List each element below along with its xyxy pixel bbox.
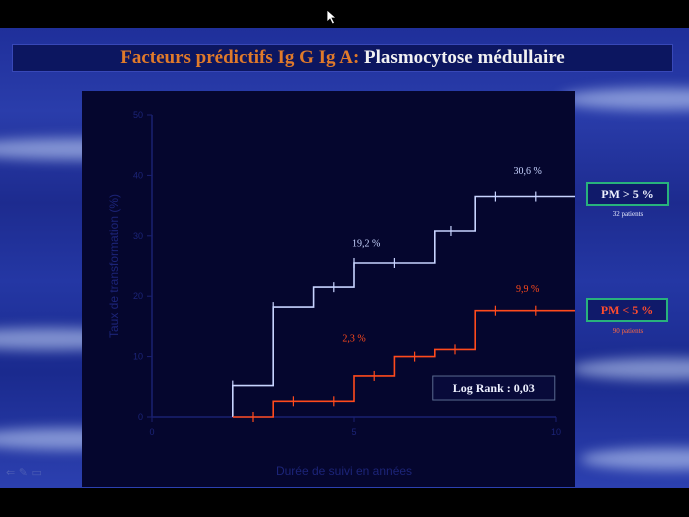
x-axis-label: Durée de suivi en années [276, 464, 412, 478]
y-tick-label: 50 [133, 110, 143, 120]
chart-panel [82, 91, 575, 487]
background-streak [570, 358, 689, 380]
x-tick-label: 5 [351, 427, 356, 437]
y-tick-label: 0 [138, 412, 143, 422]
log-rank-box [432, 375, 556, 401]
data-label: 19,2 % [352, 239, 380, 250]
legend-pm-high-count: 32 patients [612, 210, 644, 218]
slide-title: Facteurs prédictifs Ig G Ig A: Plasmocyt… [12, 44, 673, 72]
slide-menu-icon[interactable]: ▭ [31, 466, 42, 479]
x-tick-label: 10 [551, 427, 561, 437]
y-axis-label: Taux de transformation (%) [107, 194, 121, 338]
pen-icon[interactable]: ✎ [18, 466, 28, 479]
background-streak [580, 448, 689, 470]
y-tick-label: 20 [133, 291, 143, 301]
series-line-pm-high [232, 195, 575, 417]
survival-chart: 0 10 20 30 40 50 0 5 10 Durée de suivi en années T… [107, 110, 575, 478]
title-part-white: Plasmocytose médullaire [359, 47, 565, 68]
data-label: 30,6 % [514, 166, 542, 177]
background-streak [560, 88, 689, 110]
legend-pm-low-count: 90 patients [612, 327, 644, 335]
data-label: 2,3 % [342, 334, 365, 345]
back-arrow-icon[interactable]: ⇐ [6, 466, 16, 479]
top-letterbox [0, 0, 689, 28]
legend-pm-high: PM > 5 % [586, 182, 669, 206]
x-tick-label: 0 [149, 427, 154, 437]
y-tick-label: 30 [133, 231, 143, 241]
slideshow-nav-icons[interactable]: ⇐ ✎ ▭ [6, 466, 42, 479]
y-tick-label: 40 [133, 170, 143, 180]
log-rank-label: Log Rank : 0,03 [453, 381, 535, 395]
title-part-orange: Facteurs prédictifs Ig G Ig A: [120, 47, 360, 68]
data-label: 9,9 % [516, 284, 539, 295]
slide: Facteurs prédictifs Ig G Ig A: Plasmocyt… [0, 28, 689, 488]
mouse-cursor-icon [326, 9, 338, 25]
series-line-pm-low [232, 309, 575, 418]
legend-pm-low: PM < 5 % [586, 298, 668, 322]
bottom-letterbox [0, 488, 689, 517]
y-tick-label: 10 [133, 352, 143, 362]
